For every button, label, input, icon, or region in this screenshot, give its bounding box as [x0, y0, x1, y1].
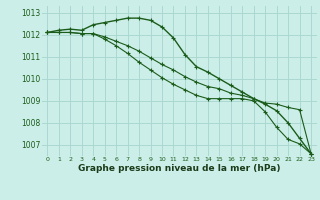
X-axis label: Graphe pression niveau de la mer (hPa): Graphe pression niveau de la mer (hPa) — [78, 164, 280, 173]
